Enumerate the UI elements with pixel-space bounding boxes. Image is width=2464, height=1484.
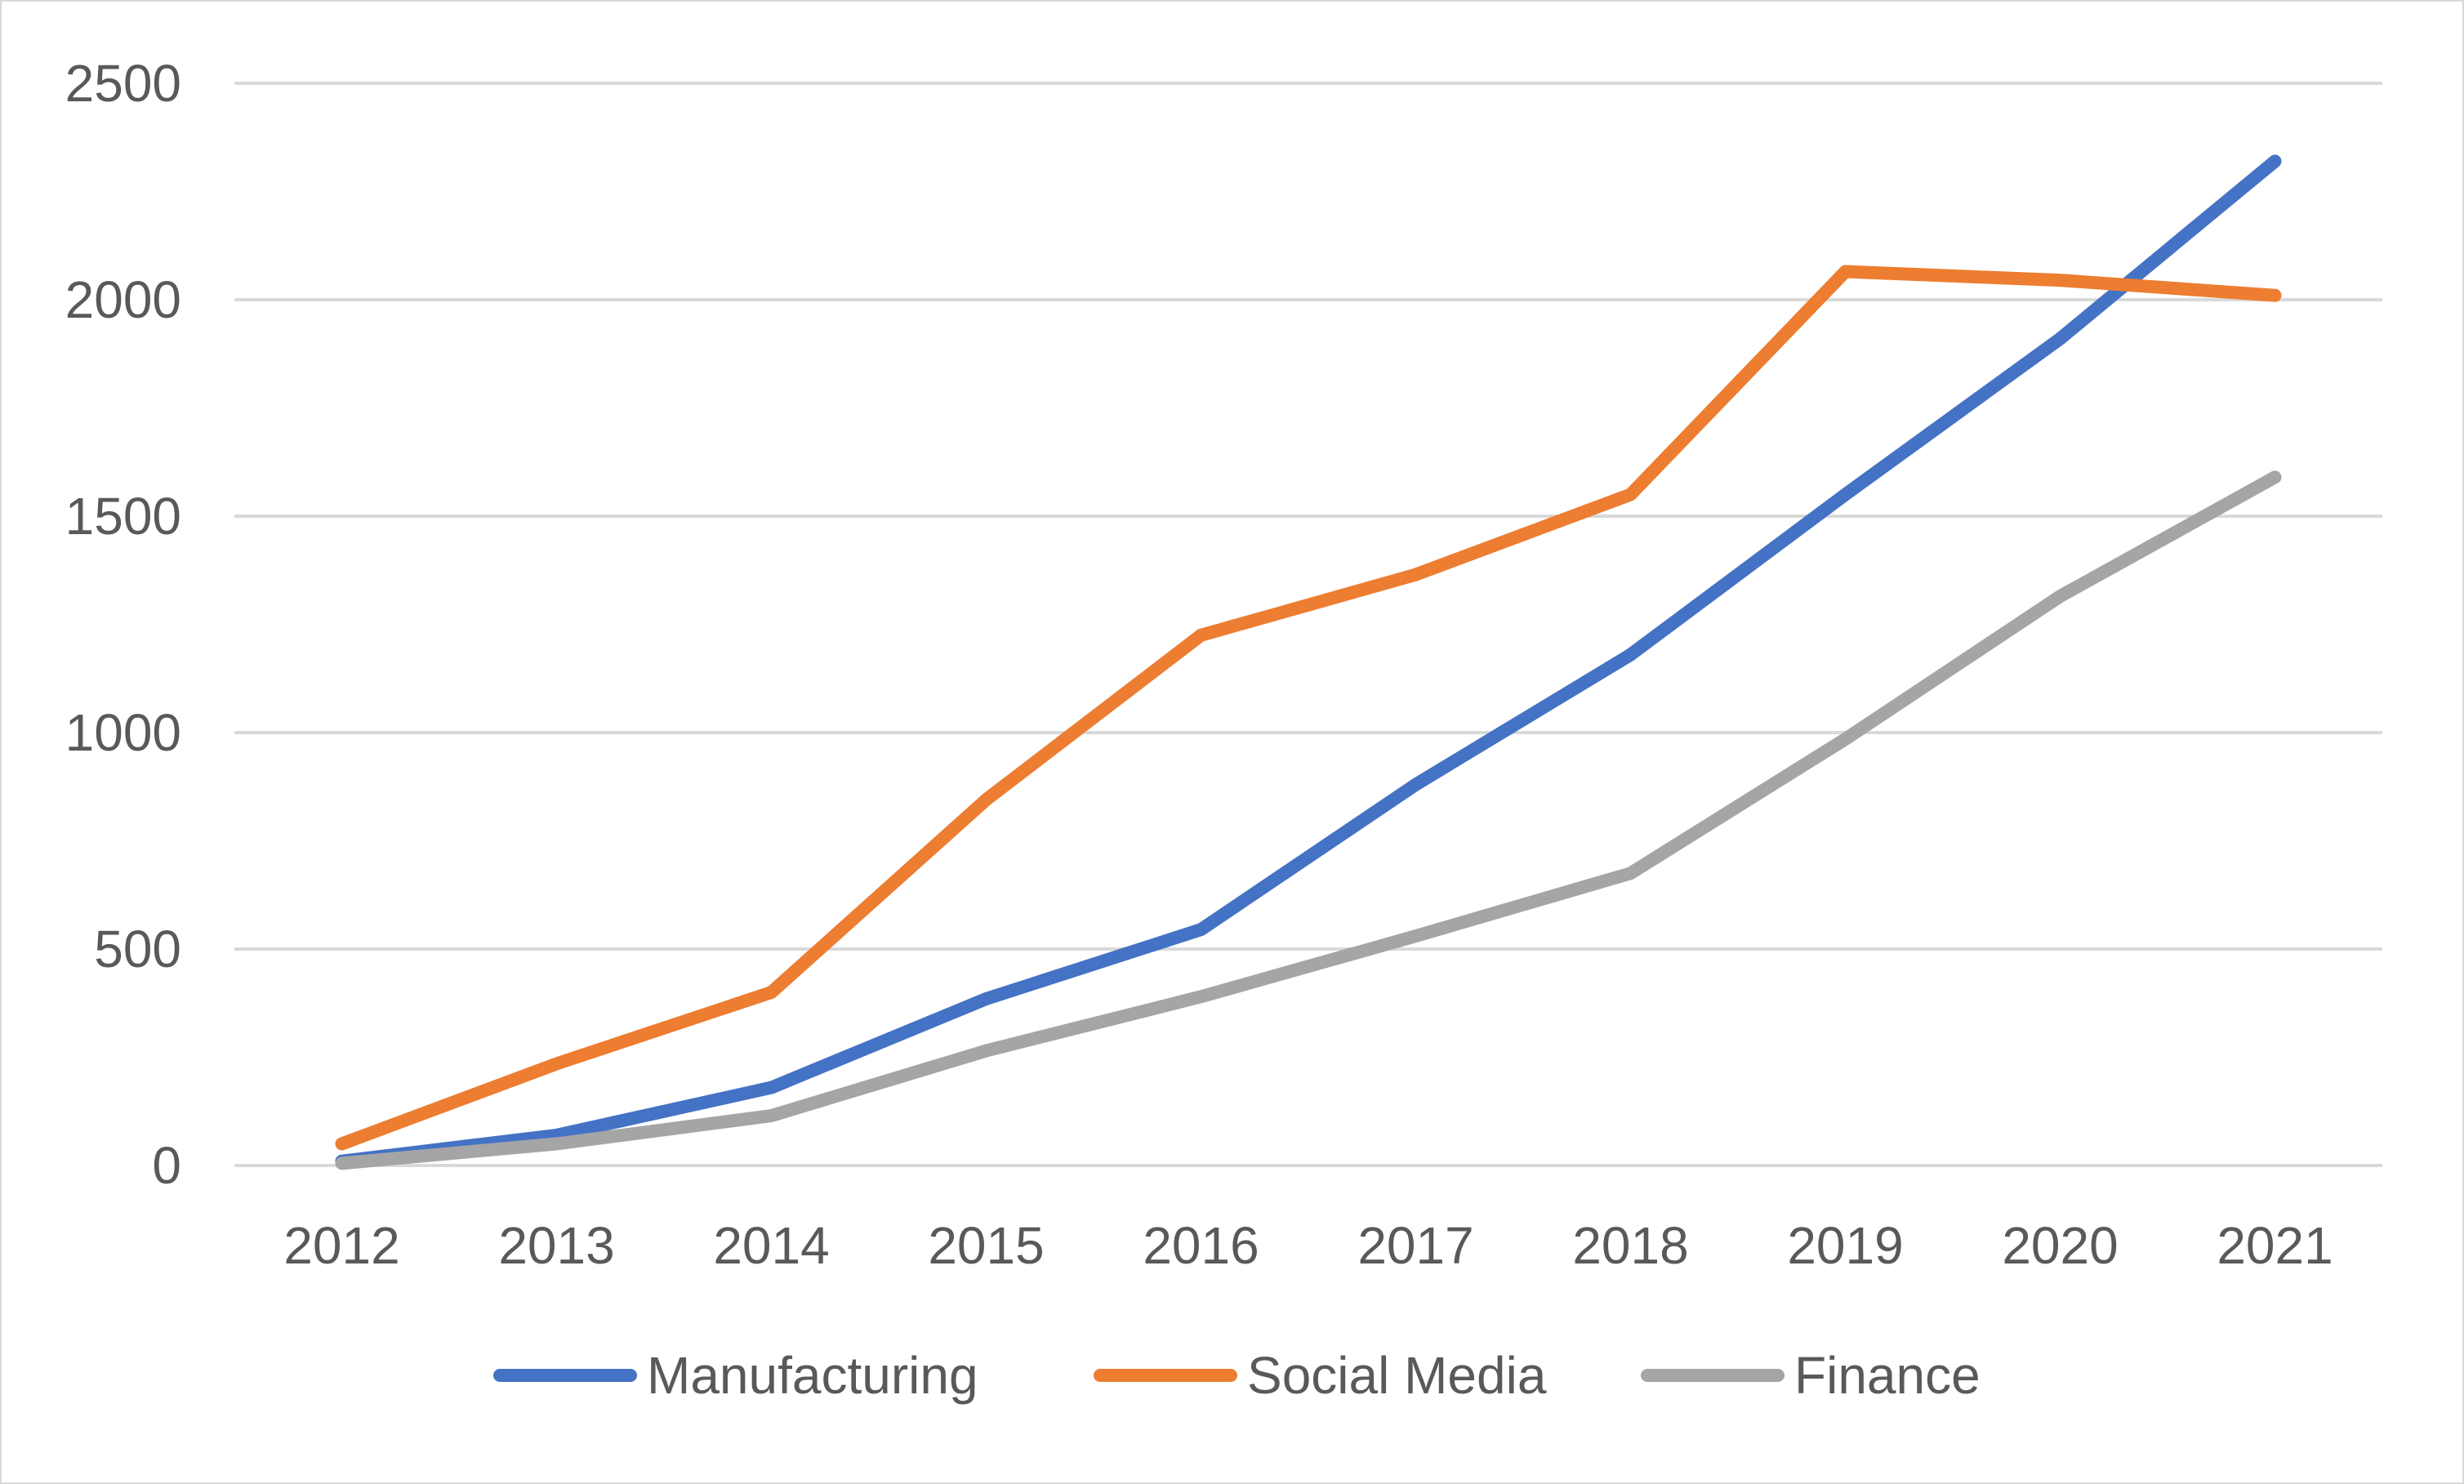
x-tick-label-2012: 2012 xyxy=(283,1216,399,1275)
series-lines xyxy=(335,154,2282,1170)
x-tick-label-2021: 2021 xyxy=(2217,1216,2333,1275)
x-tick-label-2015: 2015 xyxy=(928,1216,1044,1275)
y-tick-label-1000: 1000 xyxy=(65,703,181,762)
legend-label-social-media: Social Media xyxy=(1247,1346,1547,1405)
y-tick-label-1500: 1500 xyxy=(65,487,181,546)
series-line-social-media xyxy=(335,265,2282,1151)
y-axis-tick-labels: 0 500 1000 1500 2000 2500 xyxy=(65,54,181,1195)
x-tick-label-2013: 2013 xyxy=(498,1216,614,1275)
x-tick-label-2016: 2016 xyxy=(1143,1216,1259,1275)
series-line-manufacturing xyxy=(335,154,2282,1168)
y-tick-label-0: 0 xyxy=(152,1136,181,1195)
x-tick-label-2018: 2018 xyxy=(1572,1216,1688,1275)
x-tick-label-2019: 2019 xyxy=(1787,1216,1903,1275)
gridlines xyxy=(234,82,2382,1167)
y-tick-label-2500: 2500 xyxy=(65,54,181,113)
x-axis-tick-labels: 2012 2013 2014 2015 2016 2017 2018 2019 2020 2021 xyxy=(283,1216,2333,1275)
series-line-finance xyxy=(335,470,2282,1170)
x-tick-label-2014: 2014 xyxy=(713,1216,829,1275)
legend-label-finance: Finance xyxy=(1794,1346,1981,1405)
y-tick-label-500: 500 xyxy=(94,920,181,978)
legend: Manufacturing Social Media Finance xyxy=(493,1346,1981,1405)
legend-label-manufacturing: Manufacturing xyxy=(647,1346,978,1405)
x-tick-label-2020: 2020 xyxy=(2002,1216,2118,1275)
x-tick-label-2017: 2017 xyxy=(1357,1216,1473,1275)
y-tick-label-2000: 2000 xyxy=(65,270,181,329)
